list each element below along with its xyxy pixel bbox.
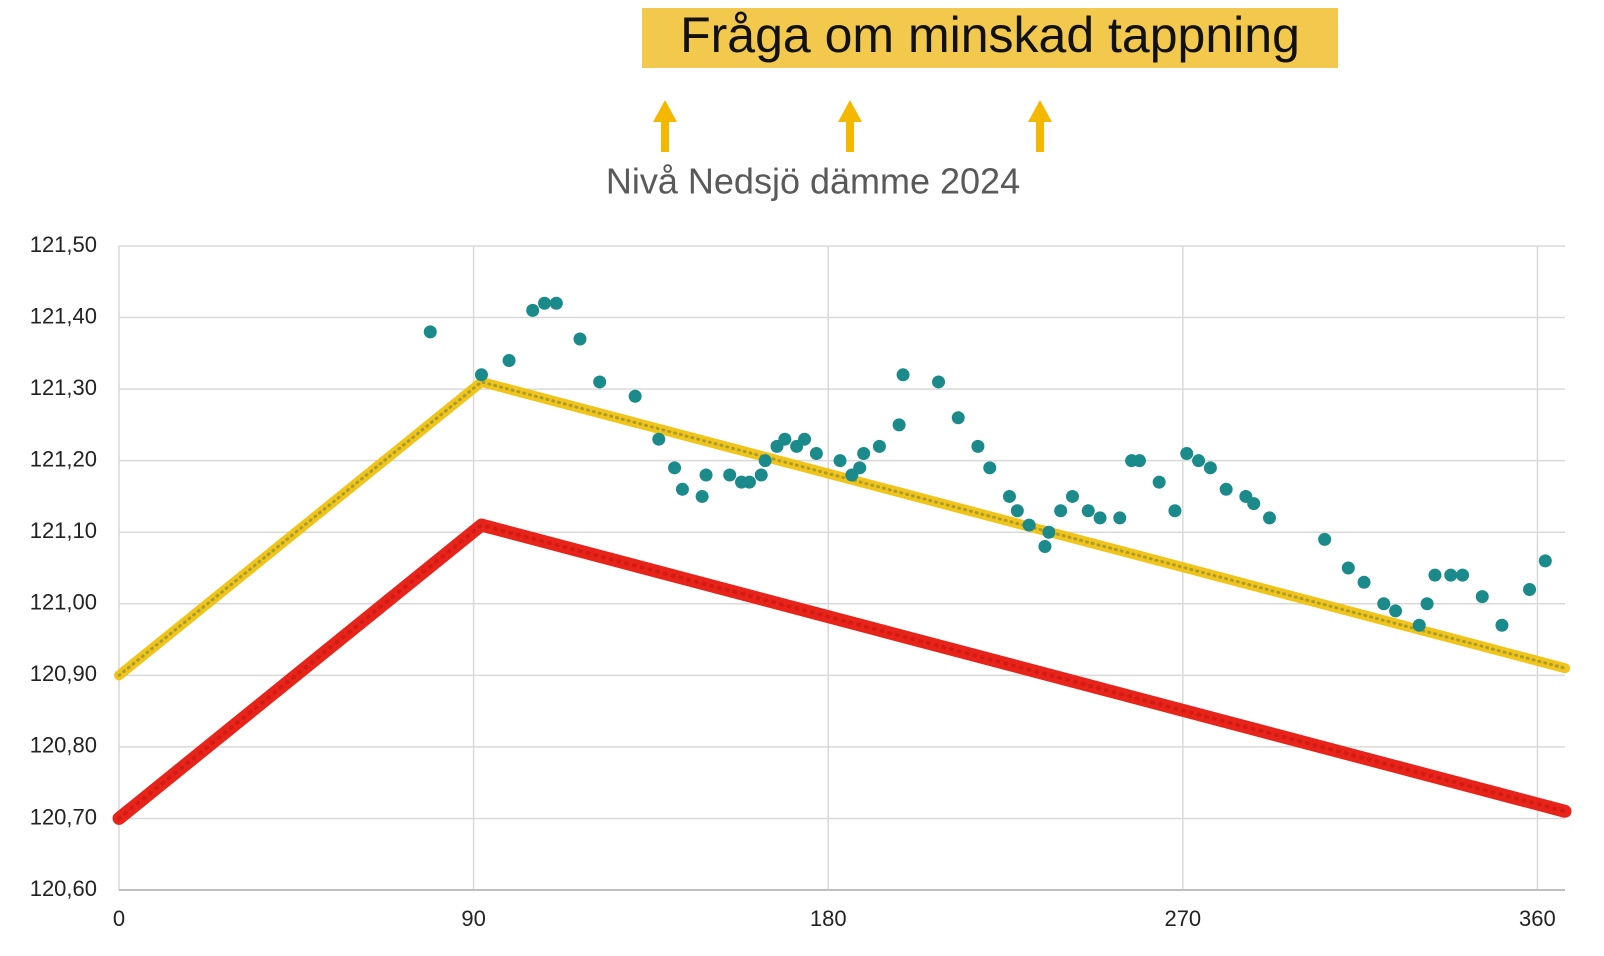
x-tick-label: 0 <box>113 906 125 931</box>
point <box>857 447 871 461</box>
arrows <box>653 100 1052 152</box>
y-tick-label: 120,80 <box>30 733 97 758</box>
line-texture <box>117 522 1567 821</box>
x-tick-label: 360 <box>1519 906 1556 931</box>
point <box>1113 511 1127 525</box>
arrow <box>653 100 677 152</box>
point <box>1318 532 1332 546</box>
point <box>1054 504 1068 518</box>
point <box>809 447 823 461</box>
y-tick-label: 121,30 <box>30 375 97 400</box>
line <box>114 376 1570 681</box>
point <box>628 389 642 403</box>
point <box>892 418 906 432</box>
y-tick-label: 120,70 <box>30 804 97 829</box>
point <box>758 454 772 468</box>
point <box>742 475 756 489</box>
point <box>573 332 587 346</box>
point <box>971 439 985 453</box>
arrow <box>838 100 862 152</box>
point <box>1022 518 1036 532</box>
point <box>1010 504 1024 518</box>
point <box>1203 461 1217 475</box>
point <box>754 468 768 482</box>
chart-title: Nivå Nedsjö dämme 2024 <box>606 161 1020 202</box>
point <box>798 432 812 446</box>
point <box>1042 525 1056 539</box>
point <box>699 468 713 482</box>
point <box>872 439 886 453</box>
point <box>1389 604 1403 618</box>
point <box>695 489 709 503</box>
point <box>1341 561 1355 575</box>
point <box>549 296 563 310</box>
point <box>723 468 737 482</box>
y-tick-label: 120,60 <box>30 876 97 901</box>
y-tick-label: 121,00 <box>30 590 97 615</box>
point <box>932 375 946 389</box>
point <box>833 454 847 468</box>
arrow <box>1028 100 1052 152</box>
point <box>1495 618 1509 632</box>
point <box>1038 540 1052 554</box>
line-texture <box>117 380 1567 677</box>
point <box>983 461 997 475</box>
point <box>526 303 540 317</box>
point <box>593 375 607 389</box>
point <box>1456 568 1470 582</box>
point <box>896 368 910 382</box>
point <box>1002 489 1016 503</box>
x-tick-label: 270 <box>1164 906 1201 931</box>
y-tick-label: 120,90 <box>30 661 97 686</box>
y-tick-label: 121,50 <box>30 232 97 257</box>
point <box>1444 568 1458 582</box>
point <box>1093 511 1107 525</box>
point <box>1377 597 1391 611</box>
annotation-box <box>642 8 1338 68</box>
point <box>1152 475 1166 489</box>
point <box>474 368 488 382</box>
point <box>1065 489 1079 503</box>
point <box>1357 575 1371 589</box>
point <box>1219 482 1233 496</box>
y-tick-label: 121,20 <box>30 446 97 471</box>
point <box>502 353 516 367</box>
point <box>1475 590 1489 604</box>
y-tick-label: 121,10 <box>30 518 97 543</box>
point <box>538 296 552 310</box>
point <box>1262 511 1276 525</box>
point <box>1412 618 1426 632</box>
point <box>1523 582 1537 596</box>
point <box>778 432 792 446</box>
point <box>1428 568 1442 582</box>
point <box>853 461 867 475</box>
point <box>1132 454 1146 468</box>
annotation: Fråga om minskad tappning <box>680 7 1300 63</box>
point <box>423 325 437 339</box>
x-tick-label: 180 <box>810 906 847 931</box>
point <box>1247 497 1261 511</box>
x-tick-label: 90 <box>461 906 485 931</box>
point <box>1420 597 1434 611</box>
point <box>1180 447 1194 461</box>
point <box>1192 454 1206 468</box>
point <box>652 432 666 446</box>
point <box>1081 504 1095 518</box>
point <box>675 482 689 496</box>
y-tick-label: 121,40 <box>30 303 97 328</box>
point <box>1538 554 1552 568</box>
point <box>1168 504 1182 518</box>
point <box>951 411 965 425</box>
point <box>668 461 682 475</box>
